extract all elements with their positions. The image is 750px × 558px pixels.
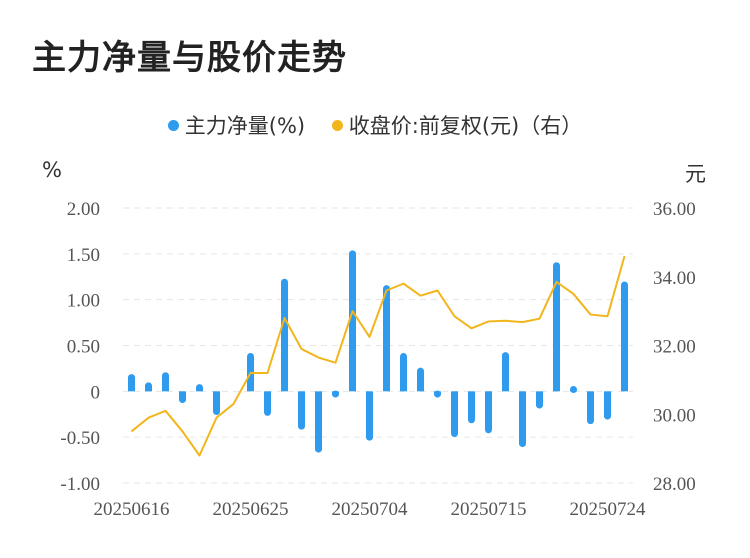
net-volume-bar (383, 288, 390, 392)
net-volume-bar-cap (366, 433, 373, 441)
x-tick-label: 20250625 (213, 499, 289, 520)
net-volume-bar (128, 377, 135, 392)
legend-label-net-volume: 主力净量(%) (184, 114, 306, 138)
net-volume-bar-cap (213, 408, 220, 415)
net-volume-bar-cap (519, 440, 526, 448)
net-volume-bar (587, 391, 594, 421)
right-tick-label: 32.00 (653, 337, 696, 358)
net-volume-bar-cap (604, 412, 611, 420)
net-volume-bar (468, 391, 475, 420)
net-volume-bar (179, 391, 186, 400)
net-volume-bar-cap (570, 386, 577, 393)
net-volume-bar-cap (128, 374, 135, 382)
net-volume-bar (281, 282, 288, 392)
net-volume-bar (604, 391, 611, 417)
net-volume-bar (519, 391, 526, 444)
chart-title: 主力净量与股价走势 (32, 38, 347, 78)
net-volume-bar-cap (485, 426, 492, 434)
left-tick-label: 0 (91, 382, 101, 403)
legend-line-swatch (331, 120, 343, 131)
net-volume-bar-cap (179, 396, 186, 404)
right-tick-label: 34.00 (653, 268, 696, 289)
net-volume-bar (162, 375, 169, 392)
right-tick-label: 28.00 (653, 474, 696, 495)
legend-item-close-price[interactable]: 收盘价:前复权(元)（右） (331, 110, 583, 140)
net-volume-bar-cap (536, 401, 543, 409)
net-volume-bar-cap (417, 367, 424, 375)
net-volume-bar-cap (281, 278, 288, 286)
legend: 主力净量(%) 收盘价:前复权(元)（右） (0, 110, 750, 140)
left-tick-label: 0.50 (67, 337, 100, 358)
net-volume-bar (315, 391, 322, 450)
net-volume-bar (621, 285, 628, 392)
net-volume-bar-cap (264, 408, 271, 416)
net-volume-bar-cap (468, 416, 475, 424)
legend-label-close-price: 收盘价:前复权(元)（右） (348, 114, 583, 138)
net-volume-bar (451, 391, 458, 434)
x-tick-label: 20250724 (570, 499, 647, 520)
net-volume-bar-cap (162, 372, 169, 380)
net-volume-bar (553, 265, 560, 392)
net-volume-bar-cap (332, 390, 339, 398)
legend-item-net-volume[interactable]: 主力净量(%) (167, 110, 306, 140)
net-volume-bar-cap (451, 430, 458, 437)
net-volume-bar-cap (349, 250, 356, 258)
net-volume-bar (264, 391, 271, 413)
x-tick-label: 20250704 (332, 499, 409, 520)
net-volume-bar-cap (298, 422, 305, 430)
net-volume-bar (417, 371, 424, 392)
net-volume-bar-cap (434, 390, 441, 398)
left-tick-label: -0.50 (60, 428, 100, 449)
net-volume-bar-cap (502, 352, 509, 360)
net-volume-bar-cap (196, 384, 203, 392)
close-price-line (130, 255, 626, 457)
left-tick-label: 1.50 (67, 245, 100, 266)
net-volume-bar (349, 253, 356, 392)
net-volume-bar (366, 391, 373, 438)
net-volume-bar-cap (587, 417, 594, 425)
right-tick-label: 30.00 (653, 405, 696, 426)
left-tick-label: -1.00 (60, 474, 100, 495)
x-tick-label: 20250616 (94, 499, 170, 520)
right-tick-label: 36.00 (653, 199, 696, 220)
net-volume-bar (400, 356, 407, 392)
net-volume-bar (298, 391, 305, 427)
net-volume-bar (536, 391, 543, 406)
x-tick-label: 20250715 (451, 499, 527, 520)
net-volume-bar-cap (400, 353, 407, 360)
left-tick-label: 1.00 (67, 291, 100, 312)
net-volume-bar-cap (247, 353, 254, 360)
net-volume-bar-cap (621, 281, 628, 289)
net-volume-bar-cap (315, 445, 322, 453)
right-axis-unit: 元 (685, 162, 706, 186)
left-tick-label: 2.00 (67, 199, 100, 220)
legend-bar-swatch (167, 120, 179, 131)
net-volume-bar (213, 391, 220, 412)
net-volume-bar (502, 355, 509, 392)
net-volume-bar (485, 391, 492, 430)
left-axis-unit: % (42, 158, 62, 182)
net-volume-bar-cap (145, 382, 152, 390)
net-volume-bar-cap (553, 262, 560, 270)
